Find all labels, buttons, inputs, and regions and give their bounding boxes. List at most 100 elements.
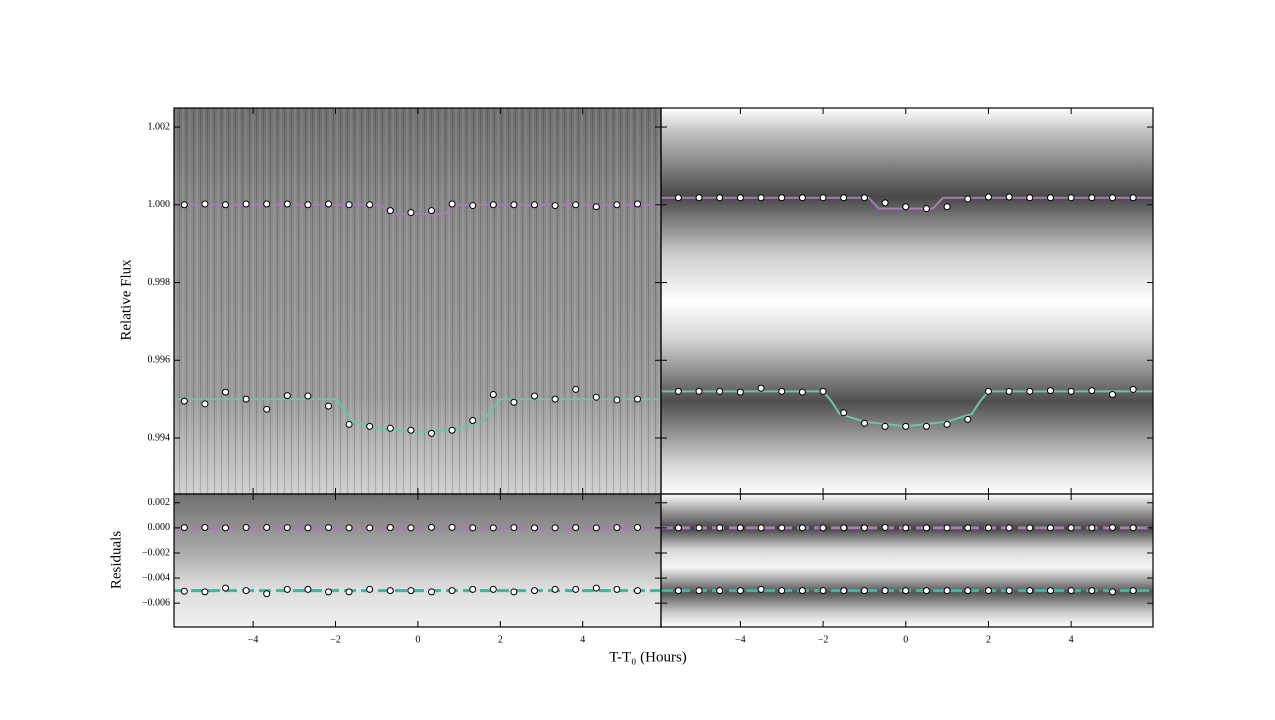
binned-point — [881, 524, 889, 532]
y-tick-label: 0.000 — [148, 522, 171, 533]
plot-frame — [660, 493, 1154, 628]
binned-point — [634, 200, 642, 208]
binned-point — [840, 409, 848, 417]
binned-point — [778, 587, 786, 595]
binned-point — [551, 395, 559, 403]
binned-point — [922, 422, 930, 430]
binned-point — [551, 524, 559, 532]
binned-point — [1026, 387, 1034, 395]
binned-point — [984, 387, 992, 395]
binned-point — [428, 588, 436, 596]
binned-point — [366, 585, 374, 593]
y-tick-label: 1.002 — [148, 121, 171, 132]
binned-point — [448, 587, 456, 595]
binned-point — [489, 201, 497, 209]
binned-point — [922, 524, 930, 532]
y-tick-label: 0.994 — [148, 432, 171, 443]
binned-point — [1088, 587, 1096, 595]
binned-point — [407, 209, 415, 217]
binned-point — [592, 393, 600, 401]
raw-data-cloud — [661, 494, 1153, 627]
raw-data-cloud — [661, 108, 1153, 494]
binned-point — [510, 588, 518, 596]
binned-point — [1046, 587, 1054, 595]
binned-point — [1005, 193, 1013, 201]
binned-point — [860, 419, 868, 427]
binned-point — [1026, 587, 1034, 595]
binned-point — [674, 587, 682, 595]
y-axis-label: Residuals — [108, 531, 124, 589]
binned-point — [634, 395, 642, 403]
binned-point — [984, 524, 992, 532]
binned-point — [716, 587, 724, 595]
binned-point — [469, 417, 477, 425]
x-tick-label: −4 — [248, 634, 259, 645]
binned-point — [1026, 194, 1034, 202]
binned-point — [943, 524, 951, 532]
x-tick-label: −2 — [330, 634, 341, 645]
binned-point — [263, 405, 271, 413]
binned-point — [592, 584, 600, 592]
binned-point — [551, 202, 559, 210]
binned-point — [1108, 524, 1116, 532]
binned-point — [674, 524, 682, 532]
binned-point — [695, 387, 703, 395]
y-tick-label: −0.004 — [142, 572, 170, 583]
binned-point — [325, 402, 333, 410]
binned-point — [922, 205, 930, 213]
binned-point — [881, 199, 889, 207]
binned-point — [902, 587, 910, 595]
binned-point — [860, 524, 868, 532]
binned-point — [902, 422, 910, 430]
binned-point — [902, 524, 910, 532]
binned-point — [201, 400, 209, 408]
binned-point — [222, 524, 230, 532]
binned-point — [943, 587, 951, 595]
binned-point — [242, 395, 250, 403]
binned-point — [572, 385, 580, 393]
binned-point — [263, 590, 271, 598]
binned-point — [798, 194, 806, 202]
x-tick-label: 2 — [498, 634, 503, 645]
binned-point — [922, 587, 930, 595]
binned-point — [263, 524, 271, 532]
binned-point — [283, 200, 291, 208]
binned-point — [1088, 194, 1096, 202]
binned-point — [325, 524, 333, 532]
binned-point — [531, 201, 539, 209]
binned-point — [510, 201, 518, 209]
binned-point — [984, 193, 992, 201]
binned-point — [819, 587, 827, 595]
binned-point — [1108, 194, 1116, 202]
binned-point — [778, 524, 786, 532]
binned-point — [531, 587, 539, 595]
binned-point — [386, 424, 394, 432]
binned-point — [881, 422, 889, 430]
binned-point — [736, 194, 744, 202]
binned-point — [860, 587, 868, 595]
binned-point — [964, 524, 972, 532]
binned-point — [964, 415, 972, 423]
binned-point — [448, 523, 456, 531]
binned-point — [860, 194, 868, 202]
binned-point — [469, 202, 477, 210]
binned-point — [345, 201, 353, 209]
binned-point — [716, 194, 724, 202]
y-tick-label: −0.002 — [142, 547, 170, 558]
binned-point — [613, 585, 621, 593]
binned-point — [531, 524, 539, 532]
binned-point — [283, 585, 291, 593]
binned-point — [902, 203, 910, 211]
binned-point — [572, 524, 580, 532]
binned-point — [634, 587, 642, 595]
binned-point — [778, 387, 786, 395]
y-tick-label: 0.002 — [148, 497, 171, 508]
binned-point — [366, 201, 374, 209]
binned-point — [1129, 385, 1137, 393]
binned-point — [736, 524, 744, 532]
binned-point — [428, 429, 436, 437]
binned-point — [180, 524, 188, 532]
binned-point — [263, 200, 271, 208]
binned-point — [695, 524, 703, 532]
binned-point — [819, 524, 827, 532]
